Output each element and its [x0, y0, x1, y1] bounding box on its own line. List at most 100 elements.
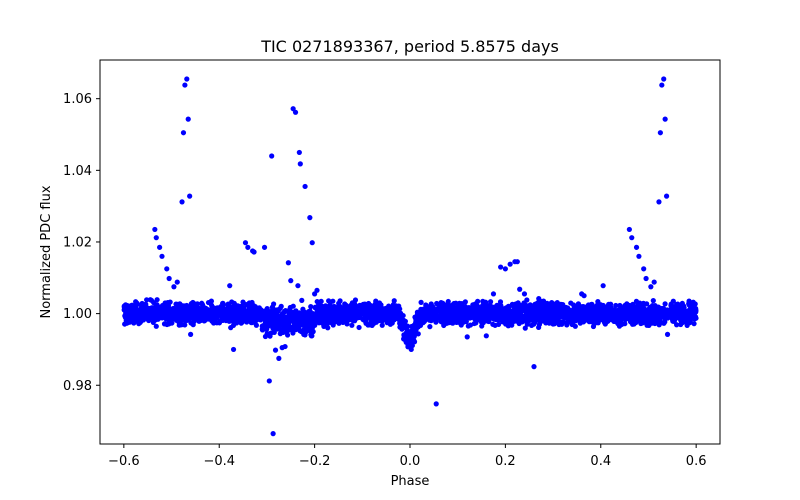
- data-point: [249, 304, 255, 310]
- data-points: [121, 76, 699, 437]
- data-point: [464, 334, 470, 340]
- data-point: [270, 431, 276, 437]
- data-point: [678, 318, 684, 324]
- data-point: [170, 305, 176, 312]
- data-point: [565, 314, 571, 321]
- data-point: [301, 326, 308, 332]
- data-point: [626, 310, 633, 316]
- data-point: [465, 323, 471, 329]
- data-point: [482, 314, 489, 320]
- data-point: [502, 266, 508, 272]
- data-point: [655, 304, 662, 310]
- data-point: [269, 304, 275, 310]
- data-point: [683, 314, 689, 321]
- data-point: [318, 298, 324, 304]
- data-point: [254, 312, 260, 318]
- data-point: [278, 316, 284, 322]
- data-point: [631, 308, 637, 314]
- data-point: [184, 302, 190, 309]
- data-point: [155, 303, 161, 309]
- data-point: [423, 307, 429, 313]
- data-point: [291, 312, 297, 319]
- data-point: [664, 331, 671, 337]
- data-point: [179, 199, 185, 205]
- data-point: [203, 314, 209, 320]
- data-point: [626, 226, 632, 233]
- data-point: [552, 319, 558, 325]
- data-point: [629, 235, 635, 241]
- data-point: [174, 310, 180, 316]
- data-point: [285, 260, 291, 266]
- data-point: [202, 308, 208, 314]
- data-point: [176, 319, 182, 325]
- data-point: [531, 321, 537, 327]
- data-point: [296, 149, 302, 156]
- data-point: [536, 324, 542, 331]
- data-point: [648, 284, 654, 290]
- data-point: [646, 322, 652, 329]
- data-point: [575, 308, 581, 314]
- data-point: [419, 310, 425, 317]
- chart-title: TIC 0271893367, period 5.8575 days: [260, 37, 559, 56]
- data-point: [257, 307, 263, 313]
- x-axis-label: Phase: [391, 474, 430, 489]
- data-point: [566, 311, 572, 317]
- data-point: [261, 244, 268, 250]
- data-point: [618, 318, 624, 324]
- y-axis-label: Normalized PDC flux: [39, 185, 54, 318]
- data-point: [639, 315, 645, 321]
- data-point: [277, 322, 283, 328]
- data-point: [500, 314, 506, 320]
- data-point: [644, 309, 650, 315]
- data-point: [413, 314, 419, 320]
- data-point: [272, 347, 279, 353]
- data-point: [325, 318, 331, 324]
- data-point: [184, 314, 190, 320]
- data-point: [239, 319, 245, 325]
- data-point: [524, 297, 530, 303]
- data-point: [509, 309, 516, 315]
- data-point: [224, 317, 230, 323]
- data-point: [165, 302, 171, 308]
- data-point: [278, 303, 284, 309]
- data-point: [282, 315, 288, 321]
- data-point: [433, 401, 439, 407]
- data-point: [585, 302, 592, 308]
- y-tick-label: 1.00: [63, 307, 92, 322]
- data-point: [320, 311, 327, 317]
- data-point: [333, 315, 339, 321]
- y-tick-label: 1.04: [63, 164, 92, 179]
- data-point: [143, 309, 149, 316]
- data-point: [687, 320, 693, 326]
- data-point: [268, 330, 274, 336]
- data-point: [338, 311, 344, 317]
- data-point: [507, 261, 513, 267]
- data-point: [570, 302, 577, 308]
- data-point: [153, 323, 159, 329]
- data-point: [379, 322, 385, 328]
- data-point: [670, 298, 676, 304]
- data-point: [461, 314, 467, 320]
- data-point: [480, 298, 486, 304]
- data-point: [608, 301, 614, 307]
- data-point: [139, 305, 145, 311]
- data-point: [543, 305, 549, 311]
- data-point: [290, 303, 296, 309]
- data-point: [522, 308, 528, 314]
- data-point: [144, 297, 150, 303]
- data-point: [462, 303, 468, 310]
- data-point: [167, 317, 173, 323]
- data-point: [251, 249, 257, 255]
- x-tick-label: −0.6: [108, 454, 140, 469]
- data-point: [402, 318, 408, 324]
- data-point: [581, 293, 587, 299]
- data-point: [505, 309, 512, 315]
- data-point: [314, 287, 320, 293]
- data-point: [672, 312, 678, 318]
- data-point: [572, 311, 578, 317]
- data-point: [274, 307, 280, 313]
- data-point: [651, 279, 657, 285]
- data-point: [171, 313, 177, 319]
- data-point: [653, 320, 659, 326]
- data-point: [413, 330, 419, 336]
